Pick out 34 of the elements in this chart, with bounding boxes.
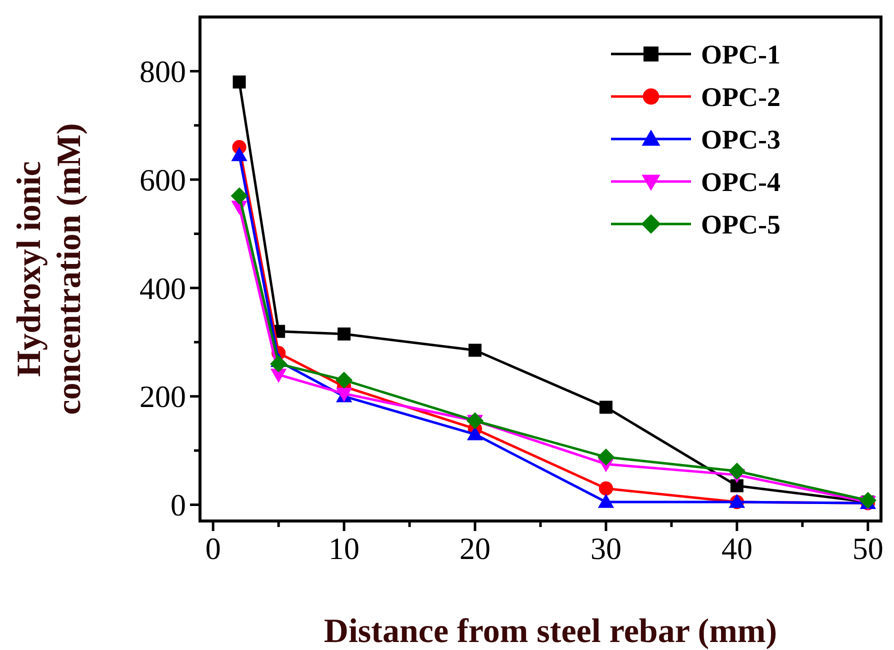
- x-tick-label: 40: [721, 531, 752, 566]
- y-axis-title: Hydroxyl ionic concentration (mM): [11, 123, 88, 415]
- point: [728, 462, 746, 480]
- x-axis-title: Distance from steel rebar (mm): [324, 613, 778, 650]
- y-tick-label: 0: [170, 488, 186, 523]
- point: [467, 426, 483, 440]
- legend-label: OPC-1: [701, 39, 780, 70]
- legend-label: OPC-5: [701, 209, 780, 240]
- y-tick-label: 800: [140, 54, 186, 90]
- point: [230, 188, 248, 204]
- legend-label: OPC-2: [701, 82, 780, 112]
- point: [336, 372, 352, 388]
- x-tick-label: 30: [590, 531, 622, 566]
- y-tick-label: 200: [140, 379, 186, 414]
- point: [338, 328, 351, 341]
- point: [598, 448, 614, 466]
- point: [270, 356, 287, 372]
- point: [599, 400, 612, 414]
- point: [232, 147, 247, 162]
- point: [860, 492, 876, 509]
- y-tick-label: 600: [140, 162, 186, 198]
- point: [466, 412, 484, 430]
- legend-label: OPC-3: [701, 124, 780, 154]
- x-tick-label: 50: [852, 531, 884, 566]
- legend-label: OPC-4: [701, 166, 780, 197]
- x-tick-label: 10: [328, 531, 360, 566]
- point: [730, 479, 744, 492]
- point: [598, 481, 614, 496]
- x-tick-label: 20: [460, 531, 491, 566]
- point: [598, 494, 614, 508]
- point: [232, 76, 246, 89]
- x-tick-label: 0: [205, 531, 221, 566]
- point: [468, 344, 482, 357]
- y-tick-label: 400: [140, 270, 186, 306]
